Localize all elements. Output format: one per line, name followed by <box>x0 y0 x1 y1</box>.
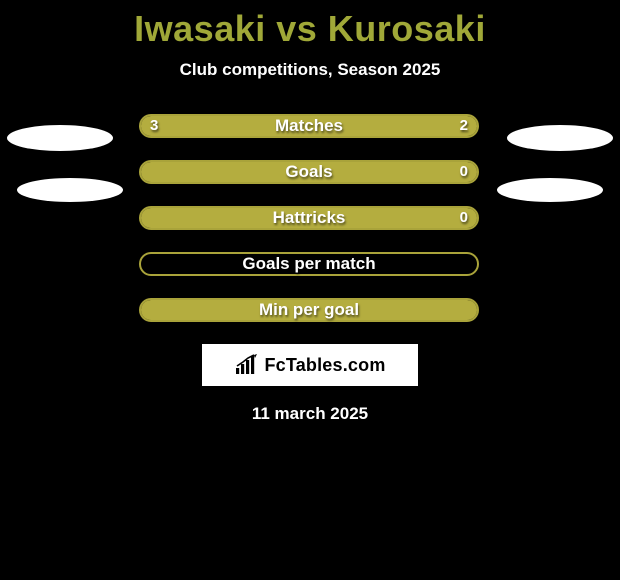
date-text: 11 march 2025 <box>0 404 620 424</box>
comparison-card: Iwasaki vs Kurosaki Club competitions, S… <box>0 0 620 580</box>
page-title: Iwasaki vs Kurosaki <box>0 8 620 50</box>
bar-track <box>139 114 479 138</box>
bar-fill <box>141 162 477 182</box>
chart-icon <box>234 354 260 376</box>
bar-track <box>139 252 479 276</box>
page-subtitle: Club competitions, Season 2025 <box>0 60 620 80</box>
bar-track <box>139 206 479 230</box>
brand-link[interactable]: FcTables.com <box>202 344 418 386</box>
bar-track <box>139 160 479 184</box>
stat-row-matches: 3 Matches 2 <box>0 114 620 138</box>
brand-text: FcTables.com <box>264 355 385 376</box>
stat-row-goals-per-match: Goals per match <box>0 252 620 276</box>
bar-track <box>139 298 479 322</box>
stat-row-goals: Goals 0 <box>0 160 620 184</box>
bar-fill <box>141 116 477 136</box>
bar-fill <box>141 208 477 228</box>
bar-fill <box>141 300 477 320</box>
stat-row-hattricks: Hattricks 0 <box>0 206 620 230</box>
stat-row-min-per-goal: Min per goal <box>0 298 620 322</box>
